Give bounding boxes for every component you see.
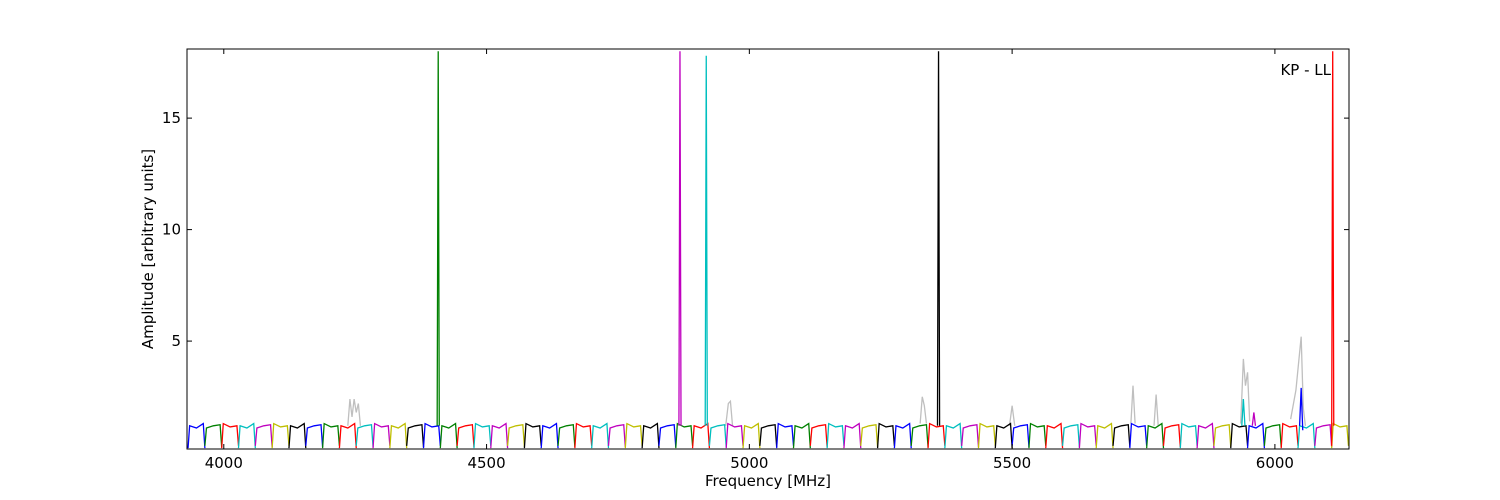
spectrum-line: [678, 51, 682, 426]
spectrum-line: [1298, 387, 1304, 431]
spectrum-line: [725, 422, 744, 449]
spectrum-line: [271, 422, 290, 449]
y-axis-label: Amplitude [arbitrary units]: [139, 149, 157, 349]
spectrum-line: [691, 422, 711, 449]
spectrum-line: [725, 399, 734, 426]
spectrum-line: [372, 422, 391, 449]
x-tick-label: 4000: [205, 454, 243, 472]
spectrum-line: [759, 423, 778, 448]
spectrum-line: [1331, 51, 1335, 446]
spectrum-line: [456, 423, 475, 448]
x-tick-label: 6000: [1256, 454, 1294, 472]
spectrum-line: [436, 51, 440, 426]
spectrum-line: [1251, 412, 1257, 426]
spectrum-line: [439, 422, 458, 449]
spectrum-line: [1240, 358, 1251, 424]
spectrum-line: [1241, 399, 1246, 426]
spectrum-line: [876, 422, 896, 449]
plot-frame: [186, 48, 1350, 450]
spectrum-line: [658, 423, 677, 448]
spectrum-line: [994, 422, 1013, 449]
spectrum-line: [1028, 422, 1047, 449]
spectrum-line: [742, 422, 761, 449]
spectrum-line: [910, 423, 929, 448]
spectrum-line: [406, 423, 425, 448]
spectrum-line: [347, 398, 362, 426]
spectrum-line: [254, 423, 273, 448]
spectrum-line: [355, 423, 374, 448]
spectrum-line: [1230, 422, 1249, 449]
annotation: KP - LL: [1280, 61, 1331, 79]
spectrum-line: [792, 422, 811, 449]
spectrum-line: [1213, 423, 1232, 448]
spectrum-line: [1331, 422, 1349, 449]
spectrum-line: [1179, 422, 1198, 449]
spectrum-line: [187, 422, 206, 449]
spectrum-line: [1129, 422, 1148, 449]
y-tick-label: 5: [171, 332, 181, 350]
spectrum-line: [1314, 423, 1333, 448]
spectrum-line: [809, 423, 828, 448]
spectrum-line: [1095, 422, 1114, 449]
spectrum-line: [607, 423, 626, 448]
spectrum-line: [704, 55, 708, 426]
spectrum-line: [1297, 422, 1316, 449]
spectrum-line: [1162, 423, 1181, 448]
spectrum-line: [237, 422, 256, 449]
spectrum-line: [1045, 422, 1064, 449]
spectrum-line: [776, 422, 795, 449]
spectrum-line: [1290, 336, 1307, 426]
spectrum-line: [1078, 422, 1097, 449]
spectrum-line: [1061, 423, 1081, 448]
spectrum-line: [641, 422, 660, 449]
spectrum-line: [288, 422, 307, 449]
spectrum-line: [624, 422, 643, 449]
x-tick-label: 5000: [730, 454, 768, 472]
spectrum-line: [936, 51, 941, 426]
spectrum-line: [708, 423, 727, 448]
spectrum-line: [338, 422, 357, 449]
spectrum-line: [422, 422, 441, 449]
x-tick-label: 4500: [467, 454, 505, 472]
spectrum-line: [523, 422, 542, 449]
spectrum-line: [1011, 423, 1030, 448]
spectrum-line: [1130, 385, 1136, 424]
spectrum-line: [389, 422, 408, 449]
spectrum-line: [321, 422, 341, 449]
x-axis-label: Frequency [MHz]: [705, 472, 831, 490]
spectrum-line: [843, 422, 862, 449]
spectrum-line: [919, 396, 928, 424]
spectrum-line: [490, 422, 509, 449]
x-tick-label: 5500: [993, 454, 1031, 472]
y-tick-label: 10: [162, 221, 181, 239]
spectrum-line: [1112, 423, 1131, 448]
spectrum-line: [1263, 423, 1282, 448]
spectrum-line: [1246, 422, 1266, 449]
y-tick-label: 15: [162, 109, 181, 127]
spectrum-line: [977, 422, 996, 449]
spectrum-line: [540, 422, 559, 449]
spectrum-line: [944, 422, 963, 449]
spectrum-line: [826, 422, 845, 449]
spectrum-line: [305, 423, 324, 448]
spectrum-line: [1280, 422, 1299, 449]
spectrum-line: [574, 422, 593, 449]
spectrum-line: [557, 423, 576, 448]
spectrum-line: [927, 422, 946, 449]
spectrum-line: [473, 422, 492, 449]
spectrum-line: [675, 422, 694, 449]
spectrum-line: [221, 422, 240, 449]
spectrum-line: [591, 422, 610, 449]
spectrum-line: [1146, 422, 1165, 449]
spectrum-line: [506, 423, 526, 448]
spectrum-line: [961, 423, 980, 448]
spectrum-line: [204, 423, 223, 448]
spectrum-line: [893, 422, 912, 449]
spectrum-line: [1008, 405, 1016, 426]
spectrum-line: [1196, 422, 1215, 449]
spectrum-line: [860, 423, 879, 448]
spectrum-line: [1153, 394, 1159, 426]
